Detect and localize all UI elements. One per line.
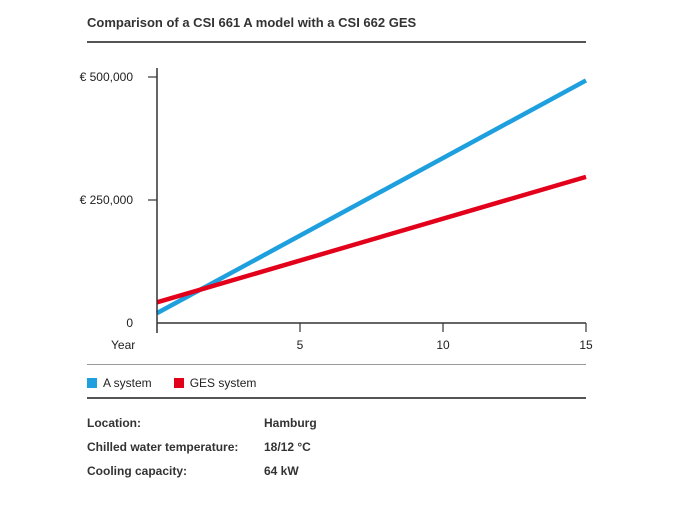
y-tick-label: 0 — [126, 316, 133, 330]
line-chart: 0 € 250,000 € 500,000 5 10 15 Year — [80, 68, 593, 352]
y-tick-label: € 500,000 — [80, 70, 134, 84]
info-value-location: Hamburg — [264, 416, 317, 430]
legend-item-ges-system: GES system — [173, 376, 257, 390]
x-tick-label: 10 — [436, 338, 450, 352]
info-label-location: Location: — [87, 416, 141, 430]
info-label-chilled-water-temperature: Chilled water temperature: — [87, 440, 239, 454]
x-tick-label: 5 — [297, 338, 304, 352]
series-line-ges-system — [156, 174, 587, 305]
info-label-cooling-capacity: Cooling capacity: — [87, 464, 188, 478]
legend-label-ges-system: GES system — [189, 376, 257, 390]
info-value-chilled-water-temperature: 18/12 °C — [264, 440, 311, 454]
legend-top-rule — [87, 364, 586, 365]
info-row-cooling-capacity: Cooling capacity: 64 kW — [87, 464, 299, 478]
info-row-location: Location: Hamburg — [87, 416, 317, 430]
series-line-a-system — [155, 78, 588, 316]
y-tick-label: € 250,000 — [80, 193, 134, 207]
legend-label-a-system: A system — [103, 376, 152, 390]
info-row-chilled-water-temperature: Chilled water temperature: 18/12 °C — [87, 440, 311, 454]
x-axis-label: Year — [111, 338, 135, 352]
legend: A system GES system — [87, 376, 278, 390]
x-tick-label: 15 — [579, 338, 593, 352]
chart-title: Comparison of a CSI 661 A model with a C… — [87, 15, 417, 30]
info-value-cooling-capacity: 64 kW — [264, 464, 299, 478]
top-rule — [87, 41, 586, 43]
legend-swatch-ges-system — [173, 378, 184, 388]
legend-swatch-a-system — [87, 378, 97, 388]
legend-bottom-rule — [87, 397, 586, 399]
legend-item-a-system: A system — [87, 376, 152, 390]
